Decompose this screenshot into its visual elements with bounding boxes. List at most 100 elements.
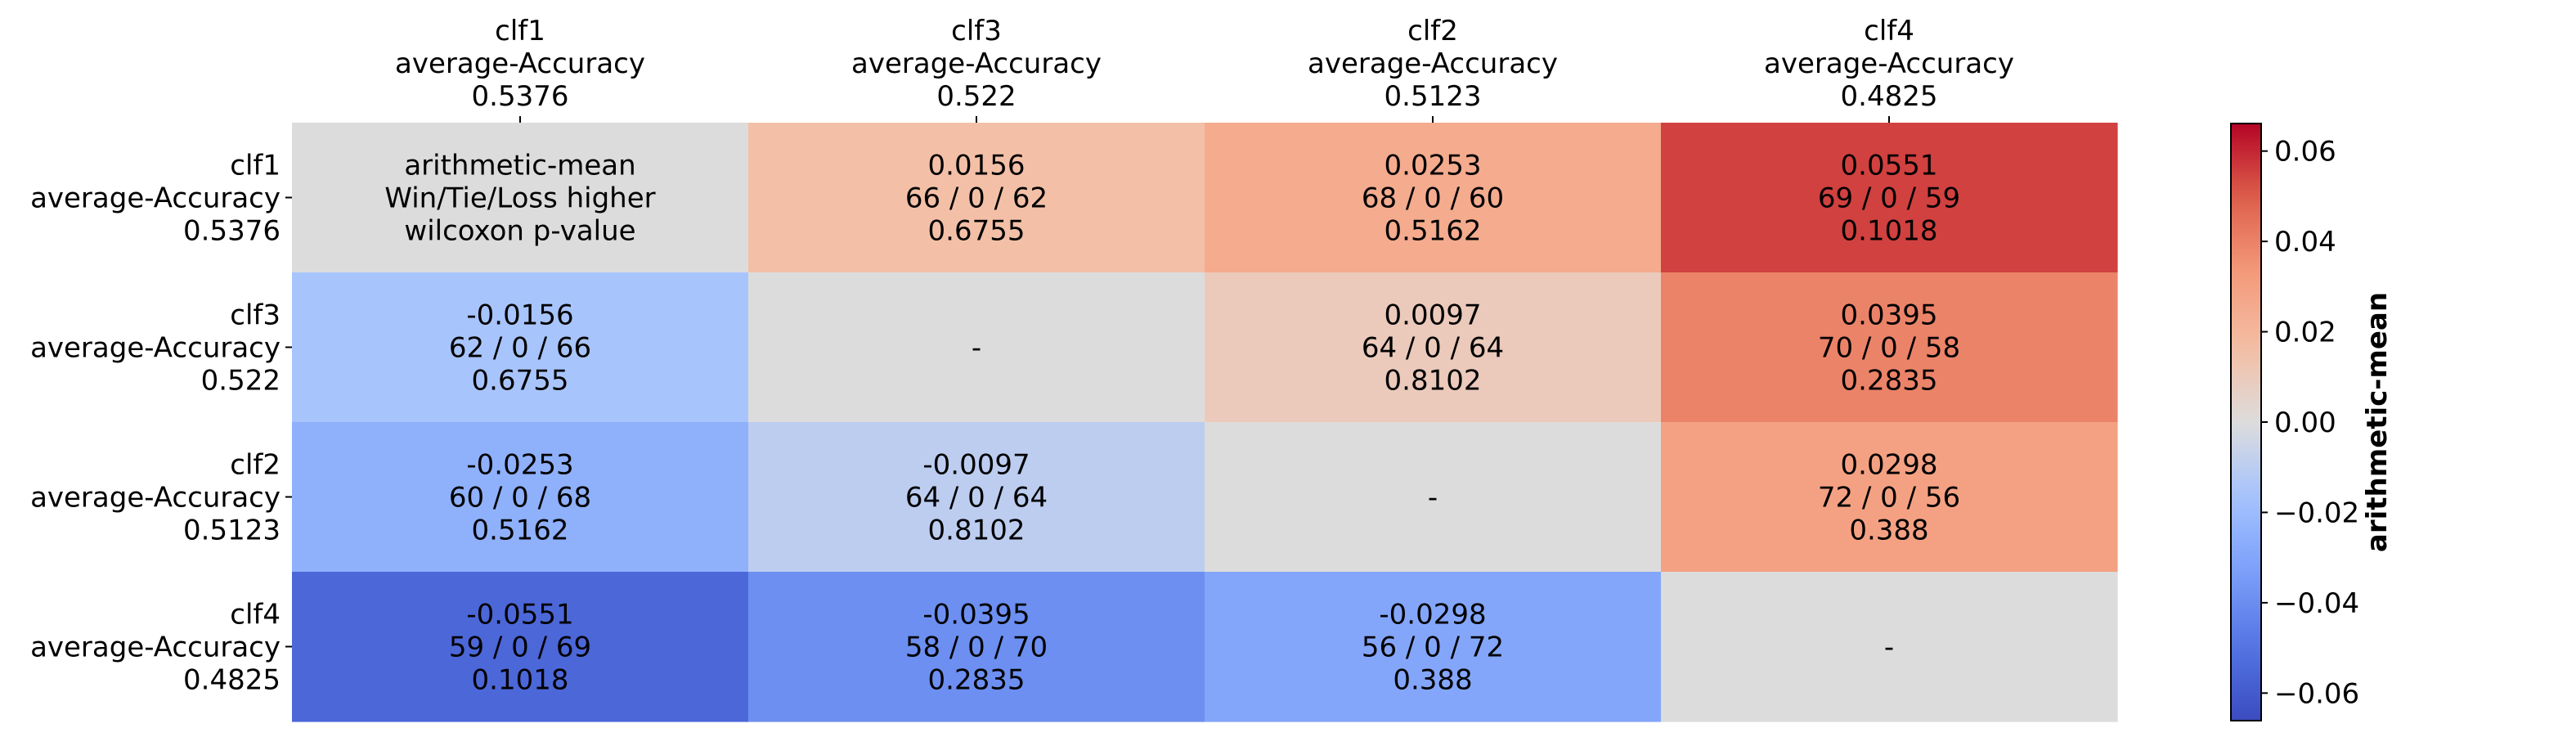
cell-label: arithmetic-mean Win/Tie/Loss higher wilcox… <box>384 150 655 248</box>
heatmap-cell <box>292 572 749 722</box>
cell-label-line: 0.388 <box>1393 664 1472 697</box>
cell-label-line: - <box>1884 631 1894 664</box>
column-label-line: 0.4825 <box>1841 80 1938 113</box>
heatmap-cell <box>1205 572 1662 722</box>
heatmap-cell <box>1205 272 1662 423</box>
cell-label-line: 70 / 0 / 58 <box>1818 332 1960 365</box>
row-label-line: average-Accuracy <box>30 332 280 365</box>
column-label: clf2 average-Accuracy 0.5123 <box>1308 15 1558 113</box>
cell-label-line: 0.5162 <box>472 515 569 547</box>
cell-label-line: Win/Tie/Loss higher <box>384 182 655 215</box>
row-label-line: clf4 <box>230 599 280 631</box>
colorbar-tick-label: 0.02 <box>2274 317 2336 349</box>
row-label-line: 0.4825 <box>183 664 280 697</box>
cell-label-line: 66 / 0 / 62 <box>905 182 1048 215</box>
cell-label-line: -0.0156 <box>466 299 573 332</box>
cell-label-line: 0.6755 <box>928 215 1025 248</box>
column-label-line: average-Accuracy <box>851 47 1102 80</box>
column-label-line: clf1 <box>495 15 545 47</box>
column-label-line: clf4 <box>1864 15 1914 47</box>
column-label: clf3 average-Accuracy 0.522 <box>851 15 1102 113</box>
row-label: clf3 average-Accuracy 0.522 <box>30 299 280 398</box>
cell-label: -0.0395 58 / 0 / 70 0.2835 <box>905 599 1048 697</box>
cell-label-line: wilcoxon p-value <box>404 215 635 248</box>
heatmap-cell <box>1205 422 1662 573</box>
cell-label: - <box>1428 482 1438 515</box>
cell-label: -0.0298 56 / 0 / 72 0.388 <box>1362 599 1504 697</box>
cell-label-line: -0.0097 <box>922 449 1030 482</box>
cell-label-line: 0.8102 <box>928 515 1025 547</box>
cell-label: -0.0551 59 / 0 / 69 0.1018 <box>449 599 591 697</box>
row-label-line: average-Accuracy <box>30 482 280 515</box>
cell-label-line: 0.0253 <box>1384 150 1482 182</box>
cell-label-line: -0.0395 <box>922 599 1030 631</box>
cell-label-line: 68 / 0 / 60 <box>1362 182 1504 215</box>
row-label-line: clf3 <box>230 299 280 332</box>
cell-label-line: 0.2835 <box>928 664 1025 697</box>
row-label: clf4 average-Accuracy 0.4825 <box>30 599 280 697</box>
heatmap-cell <box>1661 572 2118 722</box>
cell-label-line: 64 / 0 / 64 <box>1362 332 1504 365</box>
heatmap-cell <box>748 272 1205 423</box>
cell-label-line: -0.0551 <box>466 599 573 631</box>
colorbar-tick-label: 0.04 <box>2274 226 2336 258</box>
heatmap-cell <box>1661 123 2118 273</box>
row-label-line: clf2 <box>230 449 280 482</box>
cell-label: -0.0097 64 / 0 / 64 0.8102 <box>905 449 1048 547</box>
column-label-line: 0.5123 <box>1384 80 1482 113</box>
heatmap-cell <box>1205 123 1662 273</box>
cell-label: -0.0253 60 / 0 / 68 0.5162 <box>449 449 591 547</box>
cell-label-line: -0.0298 <box>1379 599 1486 631</box>
column-label-line: clf2 <box>1407 15 1458 47</box>
column-label-line: average-Accuracy <box>395 47 645 80</box>
cell-label-line: 0.0298 <box>1841 449 1938 482</box>
colorbar-tick-label: −0.06 <box>2274 677 2359 710</box>
cell-label-line: 72 / 0 / 56 <box>1818 482 1960 515</box>
cell-label: - <box>1884 631 1894 664</box>
cell-label-line: 0.6755 <box>472 365 569 398</box>
column-label-line: average-Accuracy <box>1764 47 2014 80</box>
heatmap-grid: arithmetic-mean Win/Tie/Loss higher wilcox… <box>292 123 2118 722</box>
colorbar-scale <box>2230 123 2262 721</box>
colorbar-tick-label: 0.00 <box>2274 407 2336 439</box>
cell-label-line: 59 / 0 / 69 <box>449 631 591 664</box>
column-label: clf4 average-Accuracy 0.4825 <box>1764 15 2014 113</box>
cell-label-line: 0.1018 <box>472 664 569 697</box>
cell-label-line: 60 / 0 / 68 <box>449 482 591 515</box>
cell-label: 0.0253 68 / 0 / 60 0.5162 <box>1362 150 1504 248</box>
column-label-line: 0.522 <box>936 80 1016 113</box>
column-label: clf1 average-Accuracy 0.5376 <box>395 15 645 113</box>
row-label-line: 0.5376 <box>183 215 280 248</box>
column-label-line: average-Accuracy <box>1308 47 1558 80</box>
cell-label-line: 62 / 0 / 66 <box>449 332 591 365</box>
colorbar-tick-label: −0.04 <box>2274 587 2359 620</box>
cell-label-line: 0.5162 <box>1384 215 1482 248</box>
heatmap-cell <box>292 422 749 573</box>
cell-label-line: 0.388 <box>1849 515 1928 547</box>
colorbar: −0.06 −0.04 −0.02 0.00 0.02 0.04 0.06 arithmeti… <box>2230 123 2394 721</box>
cell-label-line: 69 / 0 / 59 <box>1818 182 1960 215</box>
cell-label-line: 0.0097 <box>1384 299 1482 332</box>
heatmap-cell <box>1661 422 2118 573</box>
heatmap-cell <box>748 422 1205 573</box>
cell-label: 0.0298 72 / 0 / 56 0.388 <box>1818 449 1960 547</box>
row-label-line: 0.5123 <box>183 515 280 547</box>
cell-label: 0.0395 70 / 0 / 58 0.2835 <box>1818 299 1960 398</box>
cell-label: 0.0097 64 / 0 / 64 0.8102 <box>1362 299 1504 398</box>
colorbar-title: arithmetic-mean <box>2361 292 2394 552</box>
cell-label-line: 58 / 0 / 70 <box>905 631 1048 664</box>
cell-label-line: 0.0395 <box>1841 299 1938 332</box>
column-labels: clf1 average-Accuracy 0.5376 clf3 average-Ac… <box>395 15 2014 123</box>
cell-label-line: 64 / 0 / 64 <box>905 482 1048 515</box>
cell-label-line: 0.0156 <box>928 150 1025 182</box>
row-label-line: clf1 <box>230 150 280 182</box>
cell-label-line: 0.0551 <box>1841 150 1938 182</box>
heatmap-cell <box>292 272 749 423</box>
cell-label-line: - <box>972 332 981 365</box>
row-label-line: average-Accuracy <box>30 182 280 215</box>
cell-label: - <box>972 332 981 365</box>
colorbar-tick-label: −0.02 <box>2274 497 2359 529</box>
colorbar-tick-label: 0.06 <box>2274 136 2336 169</box>
cell-label-line: arithmetic-mean <box>404 150 635 182</box>
